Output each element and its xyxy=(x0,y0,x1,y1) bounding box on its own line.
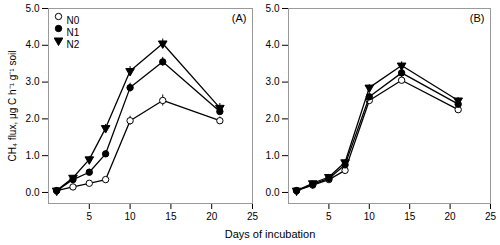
svg-text:0.0: 0.0 xyxy=(266,187,280,198)
svg-text:5: 5 xyxy=(326,211,332,222)
svg-text:3.0: 3.0 xyxy=(26,76,40,87)
svg-text:25: 25 xyxy=(485,211,497,222)
svg-text:3.0: 3.0 xyxy=(266,76,280,87)
svg-text:4.0: 4.0 xyxy=(266,39,280,50)
svg-text:2.0: 2.0 xyxy=(26,113,40,124)
svg-text:5.0: 5.0 xyxy=(266,3,280,14)
svg-text:5.0: 5.0 xyxy=(26,3,40,14)
svg-text:10: 10 xyxy=(364,211,376,222)
svg-text:25: 25 xyxy=(247,211,259,222)
svg-text:4.0: 4.0 xyxy=(26,39,40,50)
svg-text:20: 20 xyxy=(206,211,218,222)
svg-text:(A): (A) xyxy=(232,12,247,24)
svg-text:CH₄ flux, μg C h⁻¹ g⁻¹ soil: CH₄ flux, μg C h⁻¹ g⁻¹ soil xyxy=(7,51,18,162)
svg-text:15: 15 xyxy=(404,211,416,222)
svg-text:0.0: 0.0 xyxy=(26,187,40,198)
html-text:Days of incubation: Days of incubation xyxy=(224,228,316,240)
svg-text:N2: N2 xyxy=(67,39,80,50)
svg-text:2.0: 2.0 xyxy=(266,113,280,124)
svg-text:10: 10 xyxy=(125,211,137,222)
svg-text:1.0: 1.0 xyxy=(26,150,40,161)
svg-text:20: 20 xyxy=(445,211,457,222)
svg-text:N1: N1 xyxy=(67,27,80,38)
svg-text:1.0: 1.0 xyxy=(266,150,280,161)
svg-text:5: 5 xyxy=(87,211,93,222)
svg-text:15: 15 xyxy=(165,211,177,222)
svg-text:N0: N0 xyxy=(67,15,80,26)
svg-text:(B): (B) xyxy=(470,12,485,24)
